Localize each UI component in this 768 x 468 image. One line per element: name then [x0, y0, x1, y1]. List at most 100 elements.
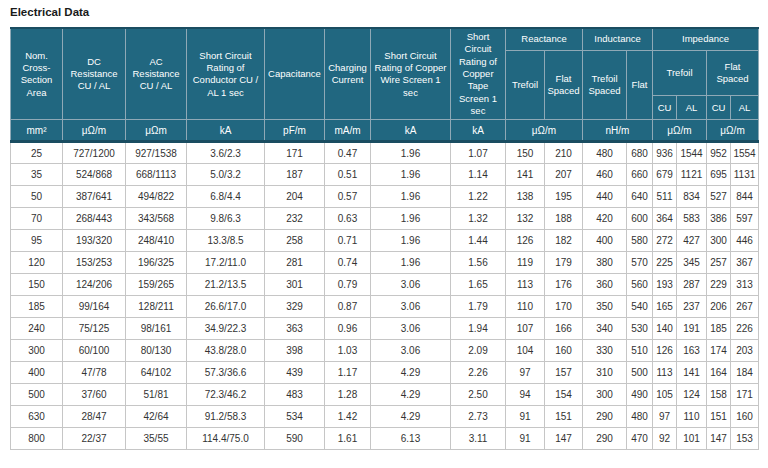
cell: 151: [545, 406, 583, 428]
cell: 0.87: [325, 296, 371, 318]
cell: 3.6/2.3: [187, 142, 265, 164]
unit-impedance-flat-spaced: μΩ/m: [707, 120, 759, 142]
cell: 3.11: [451, 428, 506, 450]
cell: 268/443: [63, 208, 126, 230]
cell: 530: [627, 318, 653, 340]
unit-impedance-trefoil: μΩ/m: [653, 120, 707, 142]
cell: 185: [707, 318, 731, 340]
cell: 97: [506, 362, 545, 384]
cell: 101: [677, 428, 707, 450]
cell: 272: [653, 230, 677, 252]
cell: 0.71: [325, 230, 371, 252]
cell: 138: [506, 186, 545, 208]
cell: 1.96: [371, 252, 451, 274]
cell: 257: [707, 252, 731, 274]
cell: 640: [627, 186, 653, 208]
table-row: 18599/164128/21126.6/17.03290.873.061.79…: [11, 296, 759, 318]
cell: 500: [627, 362, 653, 384]
cell: 524/868: [63, 164, 126, 186]
cell: 1.32: [451, 208, 506, 230]
col-header-charging-current: Charging Current: [325, 28, 371, 120]
header-row-groups: Nom. Cross-Section Area DC Resistance CU…: [11, 28, 759, 50]
cell: 80/130: [126, 340, 187, 362]
cell: 158: [707, 384, 731, 406]
cell: 4.29: [371, 406, 451, 428]
cell: 163: [677, 340, 707, 362]
unit-charging-current: mA/m: [325, 120, 371, 142]
cell: 1.56: [451, 252, 506, 274]
cell: 387/641: [63, 186, 126, 208]
cell: 258: [265, 230, 325, 252]
cell: 193: [653, 274, 677, 296]
cell: 290: [583, 428, 627, 450]
cell: 70: [11, 208, 63, 230]
cell: 147: [545, 428, 583, 450]
cell: 147: [707, 428, 731, 450]
cell: 51/81: [126, 384, 187, 406]
cell: 1.28: [325, 384, 371, 406]
cell: 0.96: [325, 318, 371, 340]
cell: 6.8/4.4: [187, 186, 265, 208]
cell: 60/100: [63, 340, 126, 362]
cell: 104: [506, 340, 545, 362]
table-row: 24075/12598/16134.9/22.33630.963.061.941…: [11, 318, 759, 340]
cell: 0.63: [325, 208, 371, 230]
group-header-reactance: Reactance: [506, 28, 583, 50]
cell: 91: [506, 406, 545, 428]
cell: 1.14: [451, 164, 506, 186]
unit-area: mm²: [11, 120, 63, 142]
cell: 150: [11, 274, 63, 296]
cell: 301: [265, 274, 325, 296]
cell: 22/37: [63, 428, 126, 450]
page-title: Electrical Data: [10, 6, 758, 18]
cell: 159/265: [126, 274, 187, 296]
cell: 2.73: [451, 406, 506, 428]
cell: 267: [731, 296, 759, 318]
cell: 345: [677, 252, 707, 274]
cell: 196/325: [126, 252, 187, 274]
cell: 1.65: [451, 274, 506, 296]
table-row: 50387/641494/8226.8/4.42040.571.961.2213…: [11, 186, 759, 208]
cell: 240: [11, 318, 63, 340]
cell: 0.57: [325, 186, 371, 208]
cell: 119: [506, 252, 545, 274]
cell: 91.2/58.3: [187, 406, 265, 428]
cell: 834: [677, 186, 707, 208]
cell: 534: [265, 406, 325, 428]
cell: 21.2/13.5: [187, 274, 265, 296]
cell: 206: [707, 296, 731, 318]
cell: 483: [265, 384, 325, 406]
group-header-impedance: Impedance: [653, 28, 759, 50]
cell: 668/1113: [126, 164, 187, 186]
cell: 1.96: [371, 230, 451, 252]
cell: 225: [653, 252, 677, 274]
cell: 363: [265, 318, 325, 340]
cell: 95: [11, 230, 63, 252]
col-header-capacitance: Capacitance: [265, 28, 325, 120]
cell: 1.96: [371, 208, 451, 230]
cell: 630: [11, 406, 63, 428]
cell: 494/822: [126, 186, 187, 208]
cell: 97: [653, 406, 677, 428]
unit-dc-resistance: μΩ/m: [63, 120, 126, 142]
cell: 207: [545, 164, 583, 186]
cell: 166: [545, 318, 583, 340]
table-row: 80022/3735/55114.4/75.05901.616.133.1191…: [11, 428, 759, 450]
cell: 480: [627, 406, 653, 428]
table-row: 95193/320248/41013.3/8.52580.711.961.441…: [11, 230, 759, 252]
unit-sc-conductor: kA: [187, 120, 265, 142]
cell: 4.29: [371, 384, 451, 406]
col-header-nominal-area: Nom. Cross-Section Area: [11, 28, 63, 120]
cell: 124: [677, 384, 707, 406]
cell: 0.74: [325, 252, 371, 274]
cell: 400: [583, 230, 627, 252]
cell: 590: [265, 428, 325, 450]
cell: 64/102: [126, 362, 187, 384]
subheader-impedance-flat-al: AL: [731, 96, 759, 120]
cell: 226: [731, 318, 759, 340]
cell: 300: [583, 384, 627, 406]
table-header: Nom. Cross-Section Area DC Resistance CU…: [11, 28, 759, 142]
cell: 364: [653, 208, 677, 230]
cell: 99/164: [63, 296, 126, 318]
col-header-sc-conductor: Short Circuit Rating of Conductor CU / A…: [187, 28, 265, 120]
